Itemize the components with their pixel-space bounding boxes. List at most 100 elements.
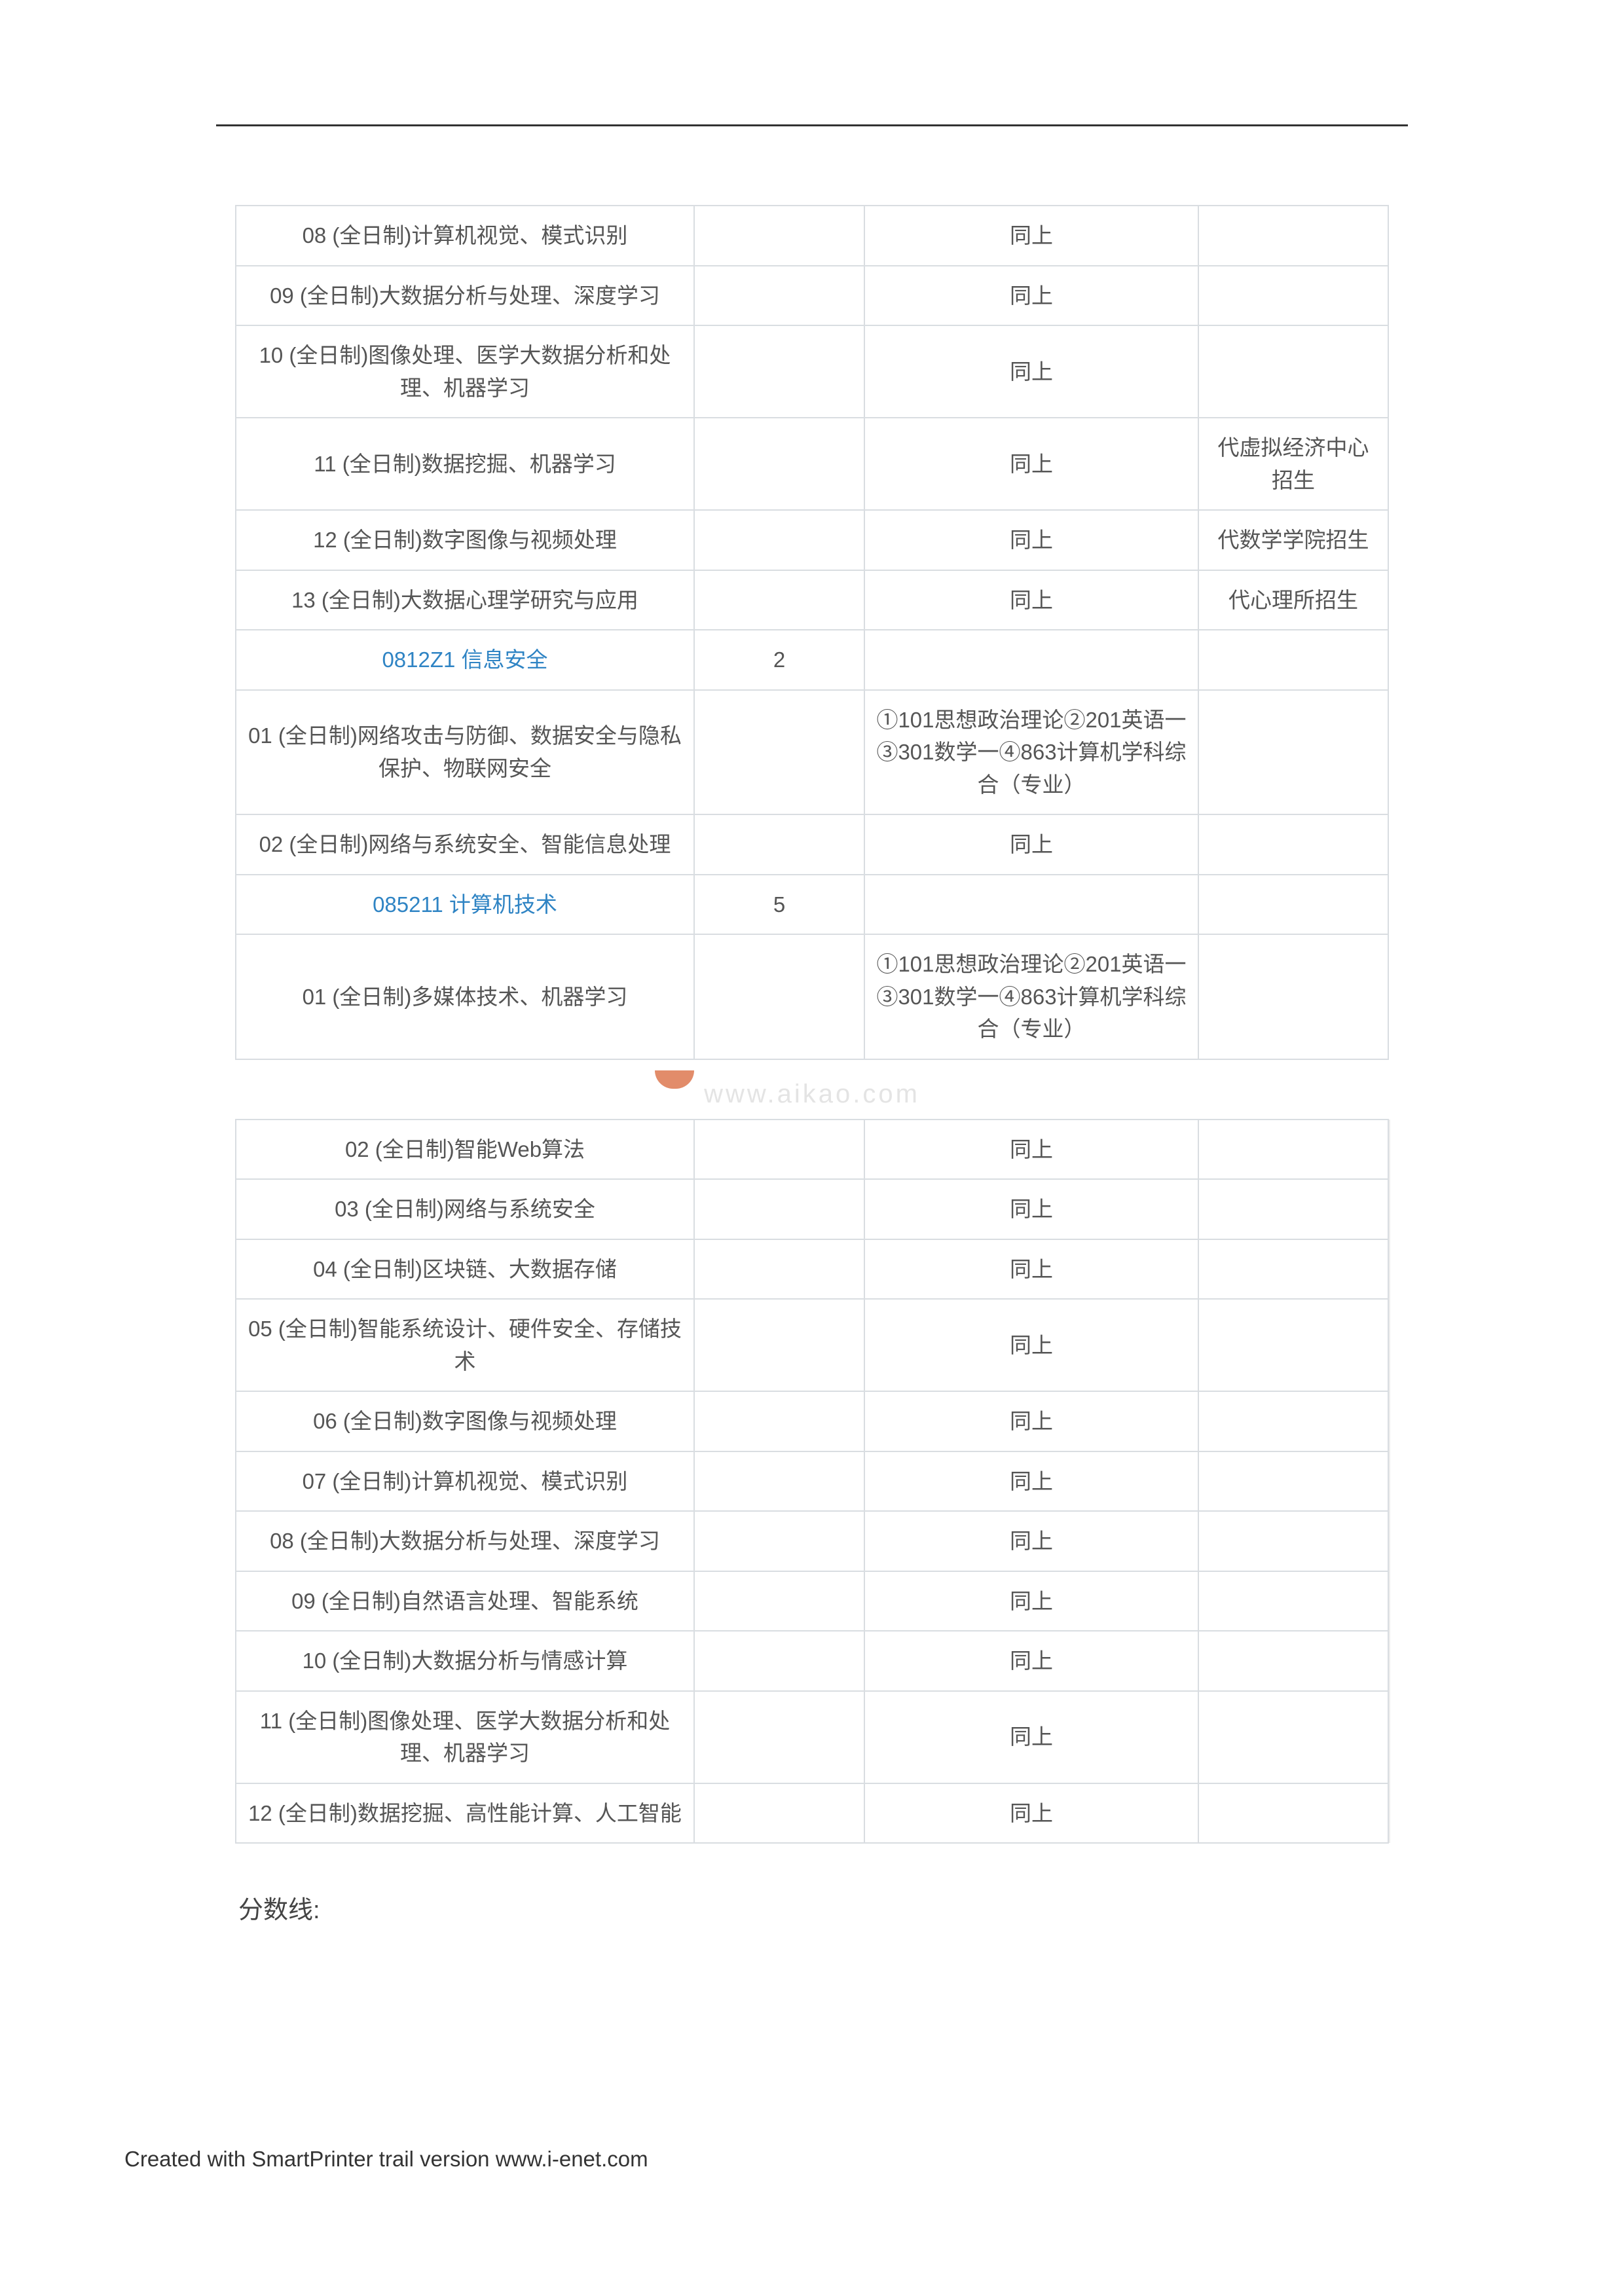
top-rule <box>216 124 1408 126</box>
direction-cell: 02 (全日制)智能Web算法 <box>236 1120 694 1180</box>
exam-cell: 同上 <box>864 1239 1198 1300</box>
quota-cell <box>694 1631 864 1691</box>
direction-cell: 09 (全日制)自然语言处理、智能系统 <box>236 1571 694 1631</box>
table-row: 07 (全日制)计算机视觉、模式识别 同上 <box>236 1451 1388 1512</box>
direction-cell: 08 (全日制)大数据分析与处理、深度学习 <box>236 1511 694 1571</box>
direction-cell: 12 (全日制)数据挖掘、高性能计算、人工智能 <box>236 1783 694 1844</box>
direction-cell: 11 (全日制)图像处理、医学大数据分析和处理、机器学习 <box>236 1691 694 1783</box>
direction-cell: 07 (全日制)计算机视觉、模式识别 <box>236 1451 694 1512</box>
note-cell <box>1198 1631 1388 1691</box>
quota-cell <box>694 1511 864 1571</box>
quota-cell <box>694 1391 864 1451</box>
table-1: 08 (全日制)计算机视觉、模式识别同上09 (全日制)大数据分析与处理、深度学… <box>235 205 1389 1060</box>
exam-cell: 同上 <box>864 510 1198 570</box>
quota-cell <box>694 325 864 418</box>
watermark-text: www.aikao.com <box>704 1080 920 1109</box>
table-row: 0812Z1 信息安全2 <box>236 630 1388 690</box>
table-row: 06 (全日制)数字图像与视频处理 同上 <box>236 1391 1388 1451</box>
table-2: 02 (全日制)智能Web算法同上03 (全日制)网络与系统安全同上04 (全日… <box>235 1119 1389 1844</box>
note-cell <box>1198 1571 1388 1631</box>
exam-cell: 同上 <box>864 1691 1198 1783</box>
note-cell <box>1198 266 1388 326</box>
direction-cell: 06 (全日制)数字图像与视频处理 <box>236 1391 694 1451</box>
major-cell: 0812Z1 信息安全 <box>236 630 694 690</box>
exam-cell: 同上 <box>864 1631 1198 1691</box>
table-row: 11 (全日制)图像处理、医学大数据分析和处理、机器学习 同上 <box>236 1691 1388 1783</box>
exam-cell: 同上 <box>864 1511 1198 1571</box>
direction-cell: 10 (全日制)图像处理、医学大数据分析和处理、机器学习 <box>236 325 694 418</box>
note-cell <box>1198 1451 1388 1512</box>
exam-cell: 同上 <box>864 206 1198 266</box>
note-cell <box>1198 875 1388 935</box>
direction-cell: 13 (全日制)大数据心理学研究与应用 <box>236 570 694 630</box>
quota-cell <box>694 1451 864 1512</box>
table-row: 02 (全日制)智能Web算法同上 <box>236 1120 1388 1180</box>
direction-cell: 12 (全日制)数字图像与视频处理 <box>236 510 694 570</box>
table-row: 05 (全日制)智能系统设计、硬件安全、存储技术同上 <box>236 1299 1388 1391</box>
quota-cell: 2 <box>694 630 864 690</box>
footer-text: Created with SmartPrinter trail version … <box>124 2147 648 2172</box>
note-cell <box>1198 630 1388 690</box>
table-row: 13 (全日制)大数据心理学研究与应用 同上代心理所招生 <box>236 570 1388 630</box>
quota-cell <box>694 690 864 815</box>
note-cell <box>1198 1179 1388 1239</box>
exam-cell: 同上 <box>864 1299 1198 1391</box>
exam-cell: 同上 <box>864 418 1198 510</box>
table-row: 01 (全日制)网络攻击与防御、数据安全与隐私保护、物联网安全①101思想政治理… <box>236 690 1388 815</box>
page: 08 (全日制)计算机视觉、模式识别同上09 (全日制)大数据分析与处理、深度学… <box>0 0 1624 2296</box>
quota-cell <box>694 206 864 266</box>
exam-cell: 同上 <box>864 1391 1198 1451</box>
note-cell <box>1198 1239 1388 1300</box>
quota-cell <box>694 1299 864 1391</box>
exam-cell <box>864 875 1198 935</box>
direction-cell: 02 (全日制)网络与系统安全、智能信息处理 <box>236 814 694 875</box>
section-heading: 分数线: <box>236 1889 1388 1925</box>
table-row: 09 (全日制)大数据分析与处理、深度学习 同上 <box>236 266 1388 326</box>
table-row: 09 (全日制)自然语言处理、智能系统 同上 <box>236 1571 1388 1631</box>
direction-cell: 01 (全日制)多媒体技术、机器学习 <box>236 934 694 1059</box>
quota-cell: 5 <box>694 875 864 935</box>
quota-cell <box>694 570 864 630</box>
direction-cell: 08 (全日制)计算机视觉、模式识别 <box>236 206 694 266</box>
note-cell <box>1198 1691 1388 1783</box>
major-cell: 085211 计算机技术 <box>236 875 694 935</box>
direction-cell: 11 (全日制)数据挖掘、机器学习 <box>236 418 694 510</box>
quota-cell <box>694 266 864 326</box>
quota-cell <box>694 934 864 1059</box>
table-row: 11 (全日制)数据挖掘、机器学习 同上代虚拟经济中心招生 <box>236 418 1388 510</box>
exam-cell: 同上 <box>864 814 1198 875</box>
exam-cell: 同上 <box>864 266 1198 326</box>
quota-cell <box>694 1691 864 1783</box>
direction-cell: 09 (全日制)大数据分析与处理、深度学习 <box>236 266 694 326</box>
quota-cell <box>694 1239 864 1300</box>
exam-cell <box>864 630 1198 690</box>
quota-cell <box>694 1120 864 1180</box>
exam-cell: 同上 <box>864 570 1198 630</box>
watermark: www.aikao.com <box>236 1080 1388 1106</box>
quota-cell <box>694 1179 864 1239</box>
note-cell: 代虚拟经济中心招生 <box>1198 418 1388 510</box>
exam-cell: 同上 <box>864 1571 1198 1631</box>
table-row: 12 (全日制)数字图像与视频处理 同上代数学学院招生 <box>236 510 1388 570</box>
table-row: 01 (全日制)多媒体技术、机器学习①101思想政治理论②201英语一③301数… <box>236 934 1388 1059</box>
quota-cell <box>694 814 864 875</box>
table-row: 12 (全日制)数据挖掘、高性能计算、人工智能 同上 <box>236 1783 1388 1844</box>
exam-cell: 同上 <box>864 1179 1198 1239</box>
note-cell: 代心理所招生 <box>1198 570 1388 630</box>
note-cell <box>1198 1511 1388 1571</box>
exam-cell: 同上 <box>864 1783 1198 1844</box>
note-cell: 代数学学院招生 <box>1198 510 1388 570</box>
direction-cell: 03 (全日制)网络与系统安全 <box>236 1179 694 1239</box>
quota-cell <box>694 510 864 570</box>
note-cell <box>1198 1783 1388 1844</box>
exam-cell: 同上 <box>864 325 1198 418</box>
note-cell <box>1198 690 1388 815</box>
watermark-accent-icon <box>655 1070 694 1089</box>
exam-cell: 同上 <box>864 1451 1198 1512</box>
quota-cell <box>694 418 864 510</box>
table-row: 10 (全日制)大数据分析与情感计算同上 <box>236 1631 1388 1691</box>
direction-cell: 04 (全日制)区块链、大数据存储 <box>236 1239 694 1300</box>
note-cell <box>1198 1120 1388 1180</box>
quota-cell <box>694 1571 864 1631</box>
exam-cell: ①101思想政治理论②201英语一③301数学一④863计算机学科综合（专业） <box>864 690 1198 815</box>
